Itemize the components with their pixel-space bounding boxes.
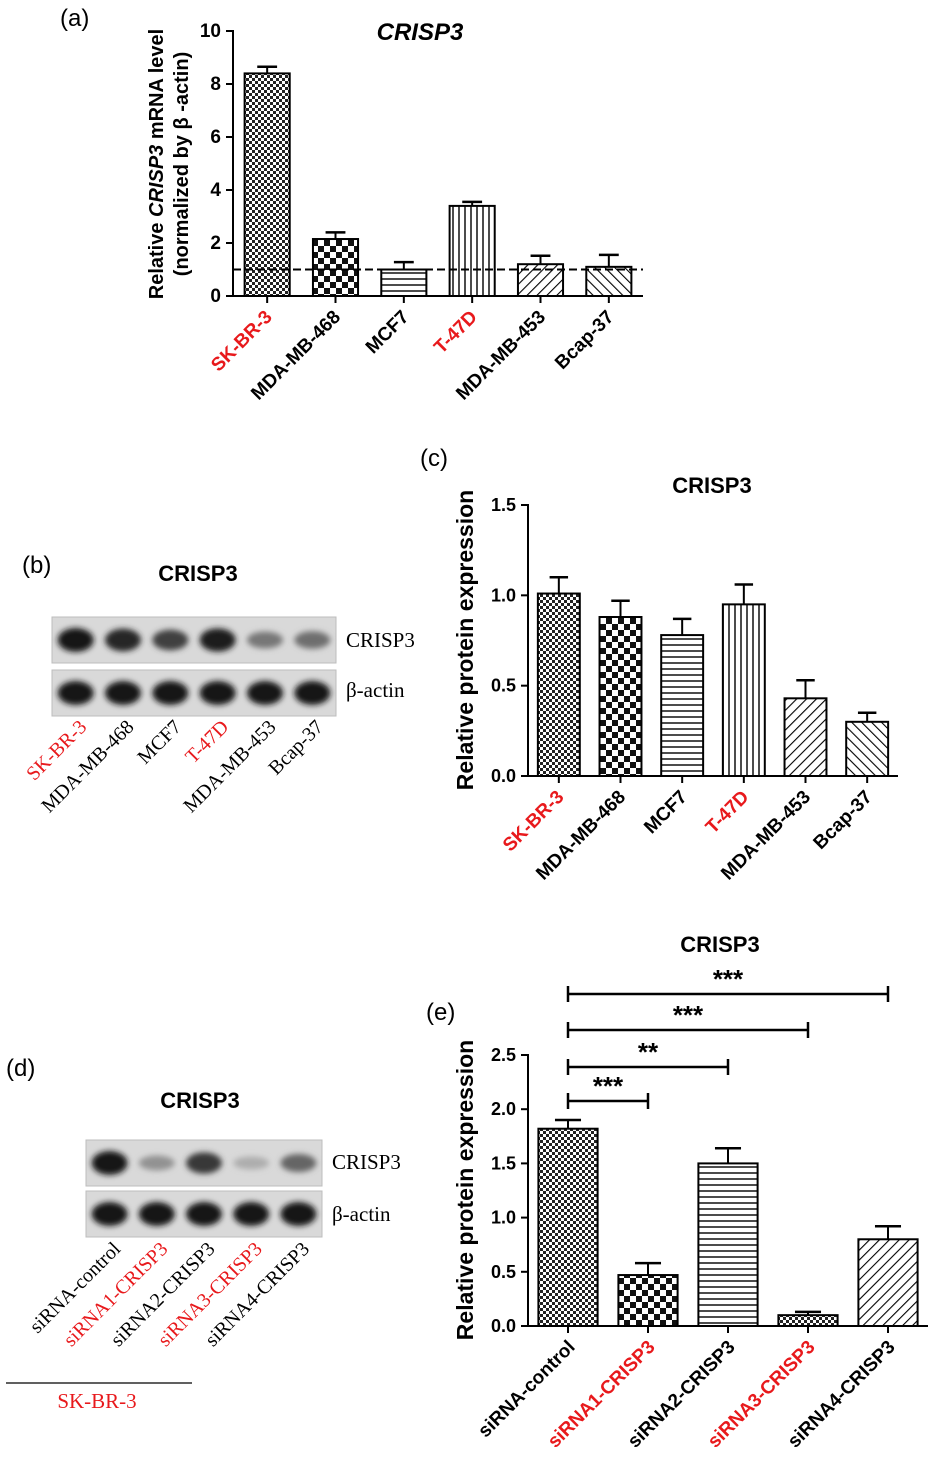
- actin-band-3: [186, 1202, 222, 1226]
- actin-band-2: [138, 1202, 175, 1226]
- significance-label: ***: [713, 964, 744, 994]
- bar-sirna-control: [537, 1127, 599, 1328]
- crisp3-band-5: [280, 1153, 317, 1173]
- bar-sirna2-crisp3: [697, 1162, 759, 1328]
- blot-b-title: CRISP3: [158, 561, 237, 586]
- y-tick-label: 8: [210, 74, 221, 95]
- actin-band-1: [91, 1202, 128, 1226]
- bar-sirna3-crisp3: [777, 1314, 839, 1328]
- bar-t-47d: [721, 603, 766, 777]
- crisp3-band-2: [105, 628, 141, 652]
- bar-bcap-37: [845, 720, 890, 777]
- bar-sirna1-crisp3: [617, 1274, 679, 1328]
- blot-strip-crisp3: [51, 616, 337, 664]
- actin-band-4: [199, 681, 236, 705]
- y-tick-label: 1.0: [491, 585, 516, 605]
- y-axis-label: Relative protein expression: [452, 490, 478, 790]
- actin-band-5: [247, 681, 283, 705]
- bar-sirna4-crisp3: [857, 1238, 919, 1328]
- y-axis-label-line1: Relative CRISP3 mRNA level: [146, 29, 168, 299]
- blot-d-group-label: SK-BR-3: [57, 1389, 136, 1413]
- y-tick-label: 0.5: [491, 1262, 516, 1282]
- actin-band-2: [105, 681, 141, 705]
- bar-sk-br-3: [536, 592, 581, 777]
- actin-band-6: [294, 681, 331, 705]
- crisp3-band-1: [57, 628, 94, 652]
- y-tick-label: 0.0: [491, 766, 516, 786]
- panel-label-a: (a): [60, 5, 89, 32]
- y-axis-label-pre: Relative: [146, 217, 168, 299]
- significance-label: **: [638, 1037, 659, 1067]
- y-tick-label: 2.0: [491, 1099, 516, 1119]
- significance-label: ***: [593, 1071, 624, 1101]
- blot-d-band-label-actin: β-actin: [332, 1202, 391, 1226]
- x-tick-label: Bcap-37: [551, 307, 618, 374]
- y-axis-label-post: mRNA level: [146, 29, 168, 145]
- panel-label-c: (c): [420, 445, 448, 472]
- significance-label: ***: [673, 1000, 704, 1030]
- panel-label-d: (d): [6, 1055, 35, 1082]
- western-blot-b: CRISP3 CRISP3 β-actin SK-BR-3MDA-MB-468M…: [22, 561, 415, 817]
- chart-e-sirna-protein: 0.00.51.01.52.02.5siRNA-controlsiRNA1-CR…: [452, 932, 928, 1452]
- panel-label-b: (b): [22, 552, 51, 579]
- chart-title: CRISP3: [377, 19, 464, 46]
- y-tick-label: 10: [200, 21, 221, 42]
- crisp3-band-3: [186, 1152, 222, 1174]
- actin-band-5: [280, 1202, 317, 1226]
- blot-strip-actin: [51, 669, 337, 717]
- y-axis-label-gene: CRISP3: [146, 145, 168, 217]
- chart-title: CRISP3: [672, 473, 751, 498]
- crisp3-band-6: [294, 631, 331, 649]
- chart-title: CRISP3: [680, 932, 759, 957]
- crisp3-band-2: [138, 1155, 175, 1171]
- blot-d-band-label-crisp3: CRISP3: [332, 1150, 401, 1174]
- bar-sk-br-3: [243, 72, 291, 298]
- y-tick-label: 0.5: [491, 676, 516, 696]
- bar-mda-mb-453: [783, 697, 828, 778]
- y-tick-label: 1.5: [491, 495, 516, 515]
- y-axis-label: Relative protein expression: [452, 1040, 478, 1340]
- y-tick-label: 0.0: [491, 1316, 516, 1336]
- bar-mcf7: [660, 634, 705, 778]
- y-tick-label: 4: [210, 180, 221, 201]
- x-tick-label: Bcap-37: [810, 787, 877, 854]
- x-tick-label: SK-BR-3: [207, 307, 276, 376]
- y-tick-label: 1.0: [491, 1208, 516, 1228]
- blot-b-band-label-actin: β-actin: [346, 678, 405, 702]
- crisp3-band-4: [199, 628, 236, 652]
- western-blot-d: CRISP3 CRISP3 β-actin SK-BR-3 siRNA-cont…: [6, 1088, 401, 1413]
- bar-mda-mb-468: [598, 616, 643, 777]
- y-tick-label: 0: [210, 286, 221, 307]
- actin-band-1: [57, 681, 94, 705]
- crisp3-band-5: [247, 631, 283, 649]
- blot-b-band-label-crisp3: CRISP3: [346, 628, 415, 652]
- x-tick-label: T-47D: [702, 787, 753, 838]
- y-tick-label: 2.5: [491, 1045, 516, 1065]
- y-tick-label: 6: [210, 127, 221, 148]
- bar-mcf7: [380, 268, 428, 297]
- bar-bcap-37: [585, 265, 633, 298]
- actin-band-3: [152, 681, 189, 705]
- y-tick-label: 2: [210, 233, 221, 254]
- crisp3-band-1: [91, 1151, 128, 1175]
- x-tick-label: T-47D: [430, 307, 481, 358]
- bar-mda-mb-468: [311, 238, 360, 297]
- bar-t-47d: [448, 204, 496, 297]
- panel-label-e: (e): [426, 999, 455, 1026]
- blot-d-title: CRISP3: [160, 1088, 239, 1113]
- y-tick-label: 1.5: [491, 1153, 516, 1173]
- y-axis-label-line2: (normalized by β -actin): [171, 52, 193, 276]
- x-tick-label: MCF7: [640, 787, 691, 838]
- crisp3-band-3: [152, 629, 189, 651]
- lane-label: MCF7: [133, 716, 186, 769]
- crisp3-band-4: [233, 1156, 270, 1170]
- x-tick-label: MCF7: [362, 307, 413, 358]
- actin-band-4: [233, 1202, 270, 1226]
